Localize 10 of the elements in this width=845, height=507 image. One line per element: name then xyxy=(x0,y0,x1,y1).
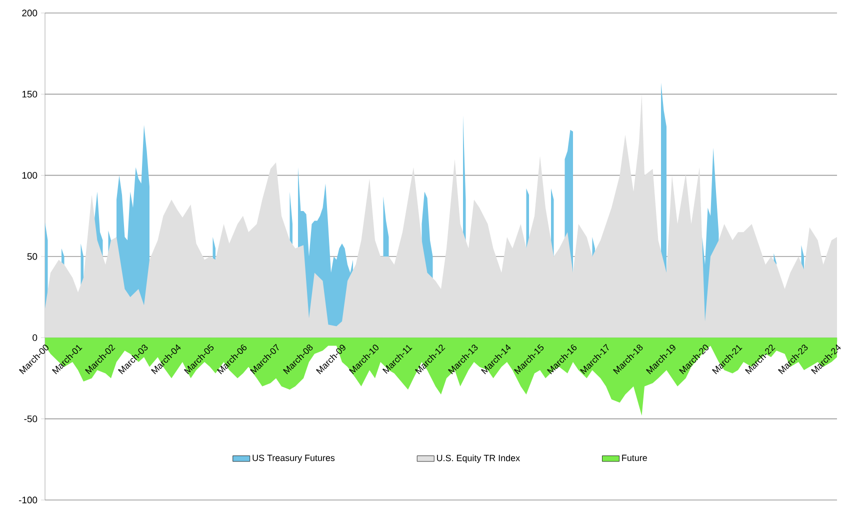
y-tick-label: 50 xyxy=(27,253,38,260)
y-tick-label: 200 xyxy=(22,10,38,16)
y-tick-label: -50 xyxy=(24,415,38,422)
y-tick-label: 150 xyxy=(22,90,38,98)
legend-label: Future xyxy=(622,454,647,462)
legend-label: U.S. Equity TR Index xyxy=(437,454,520,463)
y-tick-label: 100 xyxy=(22,172,38,179)
y-tick-label: -100 xyxy=(18,496,38,504)
legend-label: US Treasury Futures xyxy=(252,454,335,463)
y-tick-label: 0 xyxy=(32,334,38,342)
